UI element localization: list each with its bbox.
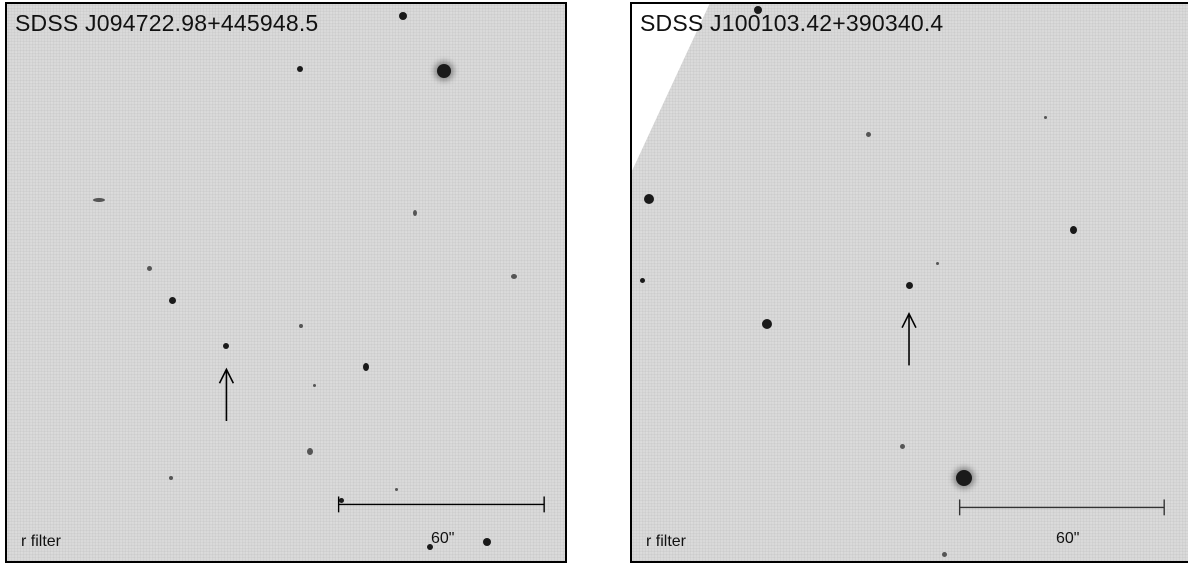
star xyxy=(644,194,654,204)
star xyxy=(1070,226,1077,234)
scale-bar xyxy=(337,496,545,513)
star xyxy=(936,262,939,265)
star xyxy=(900,444,905,449)
star xyxy=(762,319,772,329)
star xyxy=(299,324,303,328)
scale-label: 60" xyxy=(1056,530,1080,547)
uncovered-region xyxy=(632,4,710,171)
star xyxy=(754,6,762,14)
annotation-overlay xyxy=(218,367,545,513)
star xyxy=(942,552,947,557)
scale-bar xyxy=(958,499,1165,516)
annotation-overlay xyxy=(901,311,1165,516)
target-object xyxy=(223,343,229,349)
pointer-arrow xyxy=(218,367,235,422)
star xyxy=(313,384,316,387)
star xyxy=(395,488,398,491)
star xyxy=(866,132,871,137)
star xyxy=(363,363,369,371)
star xyxy=(297,66,303,72)
star xyxy=(399,12,407,20)
star xyxy=(437,64,451,78)
sky-background xyxy=(7,4,565,561)
star xyxy=(93,198,105,202)
star xyxy=(511,274,517,279)
scale-label: 60" xyxy=(431,530,455,547)
filter-label: r filter xyxy=(646,533,686,550)
star xyxy=(169,297,176,304)
target-object xyxy=(906,282,913,289)
star xyxy=(483,538,491,546)
star xyxy=(307,448,313,455)
star xyxy=(1044,116,1047,119)
star xyxy=(640,278,645,283)
object-title: SDSS J094722.98+445948.5 xyxy=(15,10,319,36)
star xyxy=(427,544,433,550)
image-panel-right: SDSS J100103.42+390340.4 r filter 60" xyxy=(630,2,1188,563)
star xyxy=(956,470,972,486)
star xyxy=(147,266,152,271)
star xyxy=(413,210,417,216)
filter-label: r filter xyxy=(21,533,61,550)
star xyxy=(339,498,344,503)
object-title: SDSS J100103.42+390340.4 xyxy=(640,10,944,36)
star xyxy=(169,476,173,480)
image-panel-left: SDSS J094722.98+445948.5 r filter 60" xyxy=(5,2,567,563)
pointer-arrow xyxy=(901,311,917,366)
